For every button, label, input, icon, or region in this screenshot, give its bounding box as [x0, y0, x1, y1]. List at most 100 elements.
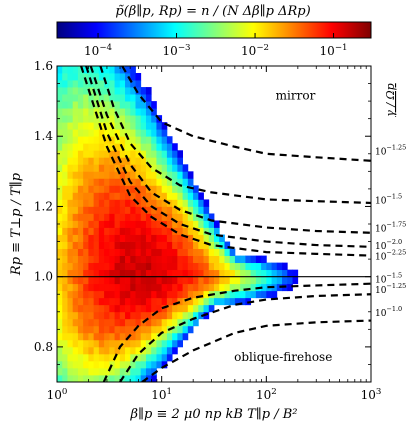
heatmap-cell	[161, 262, 168, 271]
heatmap-cell	[166, 332, 173, 341]
heatmap-cell	[114, 80, 121, 88]
heatmap-cell	[130, 192, 136, 200]
heatmap-cell	[57, 108, 63, 116]
heatmap-cell	[119, 129, 126, 137]
heatmap-cell	[130, 248, 136, 256]
heatmap-cell	[140, 290, 147, 299]
heatmap-cell	[93, 276, 100, 285]
heatmap-cell	[72, 108, 79, 116]
heatmap-cell	[135, 164, 142, 172]
heatmap-cell	[177, 241, 183, 249]
heatmap-cell	[72, 143, 79, 151]
heatmap-cell	[255, 276, 262, 285]
heatmap-cell	[93, 66, 100, 74]
heatmap-cell	[67, 87, 74, 95]
heatmap-cell	[93, 248, 100, 256]
heatmap-cell	[151, 220, 157, 228]
heatmap-cell	[198, 262, 204, 271]
heatmap-cell	[67, 248, 74, 256]
heatmap-cell	[135, 311, 142, 320]
heatmap-cell	[229, 269, 236, 278]
heatmap-cell	[57, 346, 63, 355]
heatmap-cell	[119, 108, 126, 116]
x-axis-label: β∥p ≡ 2 μ0 np kB T∥p / B²	[129, 407, 297, 422]
heatmap-cell	[77, 318, 84, 327]
heatmap-cell	[156, 255, 163, 264]
heatmap-cell	[187, 262, 194, 271]
heatmap-cell	[125, 122, 131, 130]
heatmap-cell	[109, 178, 115, 186]
heatmap-cell	[119, 269, 126, 278]
heatmap-cell	[135, 227, 142, 235]
contour-label: 10−1.5	[375, 192, 402, 206]
heatmap-cell	[119, 80, 126, 88]
heatmap-cell	[62, 185, 68, 193]
heatmap-cell	[119, 234, 126, 242]
heatmap-cell	[140, 136, 147, 144]
contour-legend-title: γ / Ωp	[384, 83, 397, 116]
heatmap-cell	[88, 290, 95, 299]
heatmap-cell	[203, 234, 210, 242]
heatmap-cell	[193, 248, 199, 256]
heatmap-cell	[240, 276, 246, 285]
heatmap-cell	[161, 199, 168, 207]
heatmap-cell	[182, 199, 189, 207]
heatmap-cell	[177, 171, 183, 179]
heatmap-cell	[203, 290, 210, 299]
heatmap-cell	[125, 297, 131, 306]
heatmap-cell	[67, 318, 74, 327]
heatmap-cell	[83, 367, 89, 376]
heatmap-cell	[151, 101, 157, 109]
heatmap-cell	[98, 108, 105, 116]
heatmap-cell	[182, 164, 189, 172]
heatmap-cell	[77, 367, 84, 376]
heatmap-cell	[198, 304, 204, 313]
heatmap-cell	[166, 304, 173, 313]
heatmap-cell	[77, 255, 84, 264]
heatmap-cell	[62, 108, 68, 116]
heatmap-cell	[104, 192, 110, 200]
heatmap-cell	[172, 339, 178, 348]
heatmap-cell	[177, 248, 183, 256]
heatmap-cell	[67, 332, 74, 341]
heatmap-cell	[145, 234, 152, 242]
heatmap-cell	[156, 164, 163, 172]
heatmap-cell	[140, 129, 147, 137]
heatmap-cell	[109, 318, 115, 327]
heatmap-cell	[135, 80, 142, 88]
heatmap-cell	[151, 150, 157, 158]
heatmap-cell	[88, 73, 95, 81]
heatmap-cell	[266, 269, 272, 278]
heatmap-cell	[93, 171, 100, 179]
heatmap-cell	[125, 346, 131, 355]
heatmap-cell	[109, 297, 115, 306]
heatmap-cell	[88, 367, 95, 376]
heatmap-cell	[114, 367, 121, 376]
heatmap-cell	[77, 283, 84, 292]
heatmap-cell	[125, 129, 131, 137]
heatmap-cell	[104, 318, 110, 327]
heatmap-cell	[125, 353, 131, 362]
heatmap-cell	[125, 339, 131, 348]
heatmap-cell	[67, 283, 74, 292]
heatmap-cell	[72, 220, 79, 228]
heatmap-cell	[98, 101, 105, 109]
heatmap-cell	[125, 276, 131, 285]
heatmap-cell	[130, 213, 136, 221]
heatmap-cell	[67, 325, 74, 334]
heatmap-cell	[62, 227, 68, 235]
heatmap-cell	[166, 346, 173, 355]
heatmap-cell	[93, 136, 100, 144]
heatmap-cell	[57, 227, 63, 235]
heatmap-cell	[130, 360, 136, 369]
heatmap-cell	[261, 283, 267, 292]
heatmap-cell	[166, 171, 173, 179]
heatmap-cell	[62, 171, 68, 179]
heatmap-cell	[77, 150, 84, 158]
heatmap-cell	[57, 304, 63, 313]
heatmap-cell	[203, 255, 210, 264]
heatmap-cell	[83, 297, 89, 306]
heatmap-cell	[114, 213, 121, 221]
heatmap-cell	[72, 157, 79, 165]
heatmap-cell	[62, 339, 68, 348]
